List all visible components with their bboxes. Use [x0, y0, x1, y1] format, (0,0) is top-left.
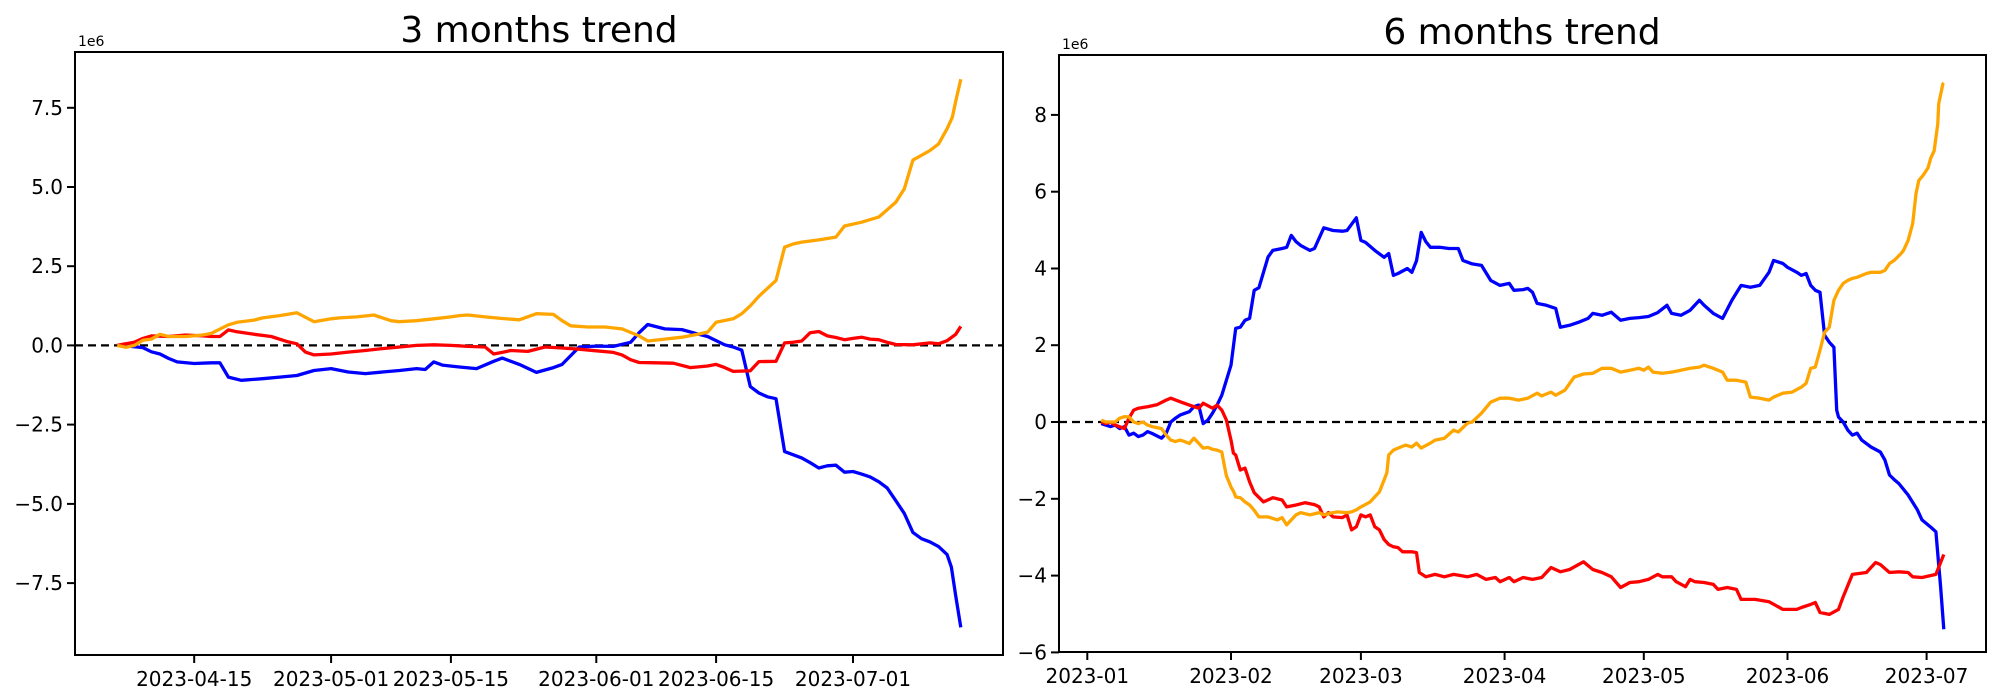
- x-axis-tick-label: 2023-04: [1463, 664, 1547, 688]
- x-axis-tick-label: 2023-06: [1746, 664, 1830, 688]
- x-axis-tick-label: 2023-07-01: [795, 667, 911, 691]
- y-axis-tick-label: 0.0: [31, 333, 63, 357]
- y-axis-tick-label: 2.5: [31, 254, 63, 278]
- x-axis-tick-label: 2023-04-15: [136, 667, 252, 691]
- y-axis-tick-label: −5.0: [14, 492, 63, 516]
- series-line-red: [116, 325, 963, 374]
- y-axis-tick-label: 0: [1034, 410, 1047, 434]
- x-axis-tick-label: 2023-07: [1885, 664, 1969, 688]
- y-axis-tick-label: −4: [1018, 564, 1047, 588]
- axes-frame: [74, 51, 1004, 656]
- series-line-red: [1100, 396, 1946, 617]
- y-axis-tick-label: 8: [1034, 103, 1047, 127]
- x-axis-tick-label: 2023-05-01: [273, 667, 389, 691]
- y-axis-tick-label: −2.5: [14, 413, 63, 437]
- series-line-orange: [1100, 81, 1945, 527]
- y-axis-tick-label: 2: [1034, 333, 1047, 357]
- x-axis-tick-label: 2023-02: [1189, 664, 1273, 688]
- x-axis-tick-label: 2023-03: [1319, 664, 1403, 688]
- x-axis-tick-label: 2023-06-01: [538, 667, 654, 691]
- x-axis-tick-label: 2023-05: [1602, 664, 1686, 688]
- chart-3-months-group: 2023-04-15 2023-05-01 2023-05-15 2023-06-01…: [14, 51, 1004, 691]
- axes-frame: [1058, 54, 1987, 653]
- y-axis-tick-label: 5.0: [31, 175, 63, 199]
- y-axis-tick-label: −2: [1018, 487, 1047, 511]
- chart-title-3-months: 3 months trend: [400, 10, 677, 51]
- chart-6-months-group: 2023-01 2023-02 2023-03 2023-04 2023-05 2023-…: [1018, 54, 1987, 688]
- y-axis-tick-label: 6: [1034, 180, 1047, 204]
- chart-title-6-months: 6 months trend: [1383, 12, 1660, 53]
- y-axis-tick-label: −7.5: [14, 571, 63, 595]
- series-line-blue: [1100, 216, 1946, 630]
- y-axis-offset-label-right: 1e6: [1062, 37, 1089, 53]
- y-axis-offset-label-left: 1e6: [78, 34, 105, 50]
- y-axis-tick-label: −6: [1018, 640, 1047, 664]
- x-axis-tick-label: 2023-05-15: [393, 667, 509, 691]
- x-axis-tick-label: 2023-01: [1046, 664, 1130, 688]
- x-axis-tick-label: 2023-06-15: [658, 667, 774, 691]
- y-axis-tick-label: 7.5: [31, 96, 63, 120]
- series-line-blue: [117, 322, 963, 628]
- y-axis-tick-label: 4: [1034, 257, 1047, 281]
- series-line-orange: [116, 78, 963, 349]
